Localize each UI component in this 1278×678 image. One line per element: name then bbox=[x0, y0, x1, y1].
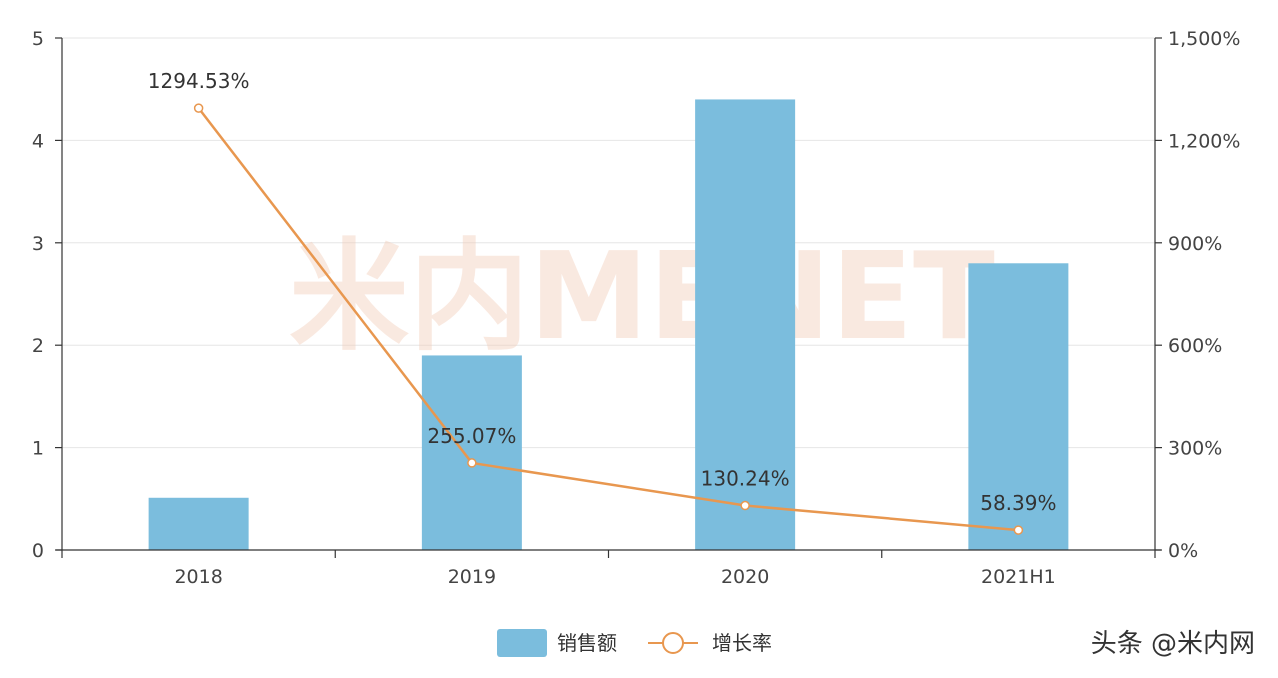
legend-label-sales: 销售额 bbox=[557, 631, 617, 655]
x-tick-label: 2021H1 bbox=[981, 566, 1056, 588]
legend-swatch-sales bbox=[497, 629, 547, 657]
y-right-tick-label: 0% bbox=[1168, 540, 1198, 562]
bar-series bbox=[148, 99, 1069, 550]
bar bbox=[968, 263, 1069, 550]
growth-point bbox=[193, 103, 204, 113]
watermark: 米内MENET bbox=[289, 228, 995, 367]
growth-data-label: 130.24% bbox=[701, 467, 790, 491]
growth-point bbox=[467, 458, 477, 468]
y-axis-left-ticks: 0 1 2 3 4 5 bbox=[32, 28, 62, 562]
y-left-tick-label: 1 bbox=[32, 438, 44, 460]
x-axis-ticks: 2018 2019 2020 2021H1 bbox=[61, 550, 1156, 588]
x-tick-label: 2019 bbox=[448, 566, 496, 588]
signature-text: 头条 @米内网 bbox=[1091, 629, 1255, 659]
y-left-tick-label: 5 bbox=[32, 28, 44, 50]
y-right-tick-label: 1,500% bbox=[1168, 28, 1240, 50]
growth-line bbox=[197, 107, 1019, 532]
x-tick-label: 2018 bbox=[174, 566, 222, 588]
x-tick-label: 2020 bbox=[721, 566, 769, 588]
y-axis-right-ticks: 0% 300% 600% 900% 1,200% 1,500% bbox=[1155, 28, 1240, 562]
bar bbox=[695, 99, 796, 550]
line-series bbox=[193, 103, 1024, 535]
data-labels: 1294.53% 255.07% 130.24% 58.39% bbox=[148, 69, 1057, 515]
watermark-text: 米内MENET bbox=[289, 228, 995, 367]
y-right-tick-label: 600% bbox=[1168, 335, 1222, 357]
growth-data-label: 255.07% bbox=[427, 424, 516, 448]
y-left-tick-label: 4 bbox=[32, 130, 44, 152]
y-right-tick-label: 300% bbox=[1168, 438, 1222, 460]
growth-data-label: 1294.53% bbox=[148, 69, 250, 93]
bar bbox=[148, 497, 249, 550]
bar bbox=[421, 355, 522, 550]
growth-data-label: 58.39% bbox=[980, 491, 1056, 515]
y-right-tick-label: 1,200% bbox=[1168, 130, 1240, 152]
growth-point bbox=[1013, 525, 1024, 535]
legend-swatch-growth-marker bbox=[662, 632, 684, 654]
y-right-tick-label: 900% bbox=[1168, 233, 1222, 255]
legend: 销售额 增长率 bbox=[497, 629, 772, 657]
growth-point bbox=[740, 500, 750, 511]
legend-label-growth: 增长率 bbox=[712, 631, 772, 655]
y-left-tick-label: 0 bbox=[32, 540, 44, 562]
y-left-tick-label: 3 bbox=[32, 233, 44, 255]
y-left-tick-label: 2 bbox=[32, 335, 44, 357]
